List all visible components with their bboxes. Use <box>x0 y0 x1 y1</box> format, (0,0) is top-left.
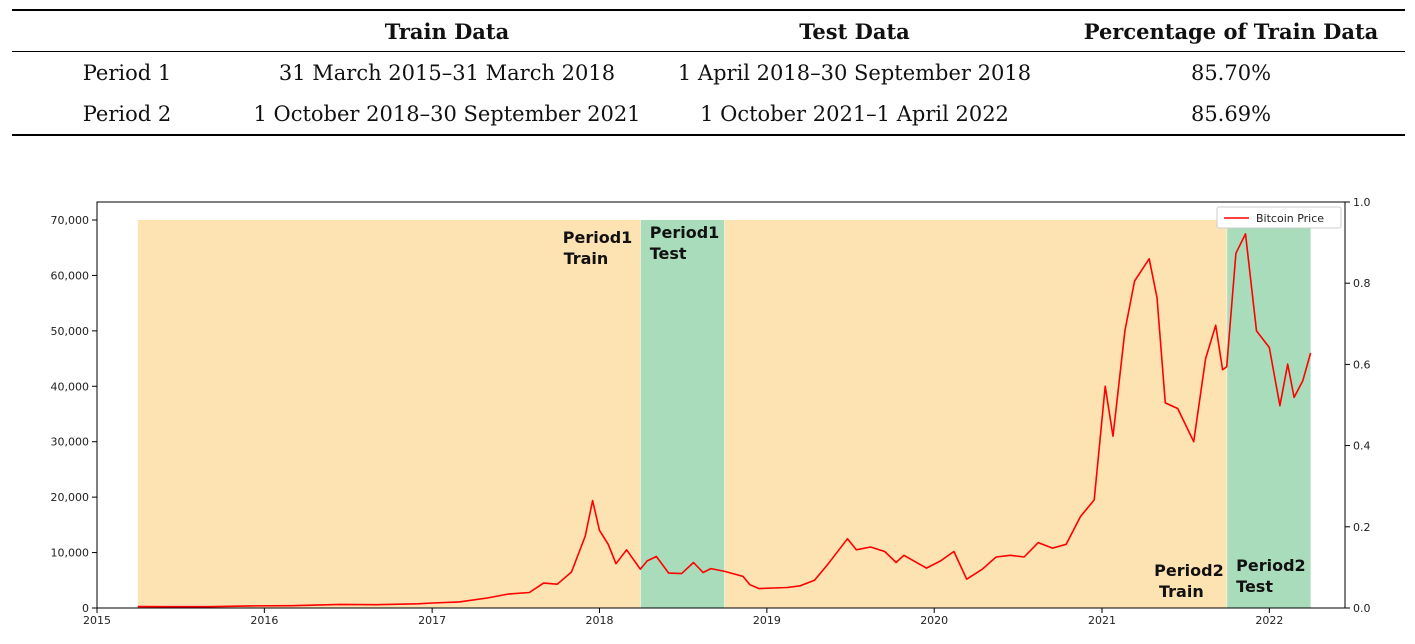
x-tick-label: 2015 <box>83 614 111 627</box>
y-tick-label-right: 0.4 <box>1353 440 1371 453</box>
y-tick-label-left: 10,000 <box>51 547 90 560</box>
table-header-cell: Percentage of Train Data <box>1083 18 1379 44</box>
x-tick-label: 2019 <box>753 614 781 627</box>
y-tick-label-left: 0 <box>82 602 89 615</box>
y-tick-label-left: 40,000 <box>51 380 90 393</box>
table-header-cell <box>12 10 242 52</box>
x-tick-label: 2022 <box>1255 614 1283 627</box>
x-tick-label: 2016 <box>250 614 278 627</box>
table-row: Period 2 1 October 2018–30 September 202… <box>12 93 1405 135</box>
table-cell: Period 2 <box>82 101 172 126</box>
table-cell: 1 October 2021–1 April 2022 <box>700 101 1009 126</box>
y-tick-label-right: 0.8 <box>1353 277 1371 290</box>
region-label-line2: Train <box>564 249 609 268</box>
x-tick-label: 2017 <box>418 614 446 627</box>
region-band <box>1227 220 1311 608</box>
x-tick-label: 2018 <box>586 614 614 627</box>
legend-box <box>1216 206 1342 229</box>
table-cell: 1 April 2018–30 September 2018 <box>677 60 1032 85</box>
table-header-cell: Test Data <box>799 18 910 44</box>
region-label-line2: Train <box>1159 582 1204 601</box>
x-tick-label: 2021 <box>1088 614 1116 627</box>
y-tick-label-left: 20,000 <box>51 491 90 504</box>
y-tick-label-right: 0.0 <box>1353 602 1371 615</box>
region-label-line1: Period2 <box>1154 561 1224 580</box>
region-label-line2: Test <box>1236 577 1273 596</box>
y-tick-label-right: 0.2 <box>1353 521 1371 534</box>
period-split-table: Train Data Test Data Percentage of Train… <box>12 9 1405 136</box>
y-tick-label-right: 1.0 <box>1353 196 1371 209</box>
x-tick-label: 2020 <box>920 614 948 627</box>
y-tick-label-right: 0.6 <box>1353 358 1371 371</box>
region-label-line2: Test <box>650 244 687 263</box>
region-label-line1: Period1 <box>563 228 633 247</box>
table-cell: 85.69% <box>1190 101 1272 126</box>
table-cell: 85.70% <box>1190 60 1272 85</box>
region-band <box>724 220 1227 608</box>
price-series-line <box>137 233 1312 608</box>
bitcoin-price-chart: 0 10,000 20,000 30,000 40,000 50,000 60,000 70,… <box>51 196 1371 627</box>
region-band <box>137 220 641 608</box>
y-tick-label-left: 60,000 <box>51 269 90 282</box>
plot-frame <box>96 201 1346 609</box>
y-tick-label-left: 30,000 <box>51 436 90 449</box>
region-label-line1: Period2 <box>1236 556 1306 575</box>
table-cell: Period 1 <box>82 60 172 85</box>
table-header-row: Train Data Test Data Percentage of Train… <box>12 10 1405 52</box>
table-header-cell: Train Data <box>384 18 510 44</box>
legend-label: Bitcoin Price <box>1256 212 1324 225</box>
table-cell: 1 October 2018–30 September 2021 <box>253 101 641 126</box>
y-tick-label-left: 70,000 <box>51 214 90 227</box>
table-cell: 31 March 2015–31 March 2018 <box>278 60 616 85</box>
y-tick-label-left: 50,000 <box>51 325 90 338</box>
table-row: Period 1 31 March 2015–31 March 2018 1 A… <box>12 52 1405 94</box>
region-label-line1: Period1 <box>650 223 720 242</box>
region-band <box>640 220 725 608</box>
